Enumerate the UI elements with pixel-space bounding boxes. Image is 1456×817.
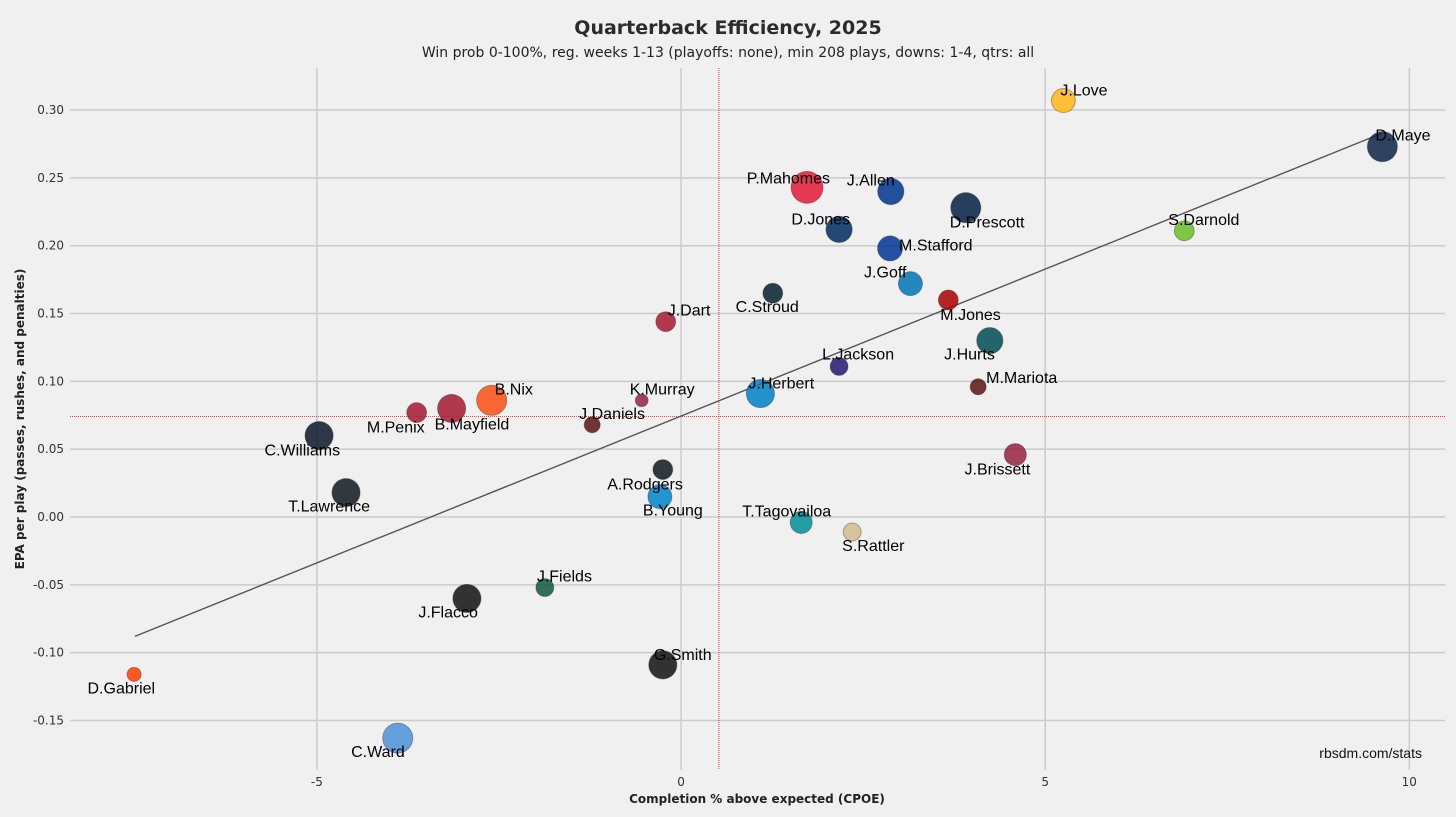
data-point (583, 416, 601, 434)
y-tick-label: 0.05 (37, 442, 64, 456)
data-point (652, 459, 674, 480)
point-label: B.Young (643, 503, 703, 520)
data-point (126, 666, 142, 682)
data-point (535, 578, 555, 598)
point-label: S.Darnold (1168, 212, 1239, 229)
x-tick-label: -5 (311, 775, 323, 789)
data-point (877, 235, 904, 262)
x-axis-ticks: -5 0 5 10 (311, 775, 1417, 789)
y-tick-label: 0.30 (37, 103, 64, 117)
x-axis-label: Completion % above expected (CPOE) (629, 792, 885, 806)
data-point (437, 393, 467, 424)
data-point (1003, 443, 1027, 467)
y-tick-label: 0.15 (37, 307, 64, 321)
point-label: J.Love (1060, 83, 1107, 100)
point-label: D.Prescott (950, 215, 1025, 232)
point-label: D.Jones (791, 211, 850, 228)
point-label: J.Allen (847, 172, 895, 189)
data-point (1366, 131, 1398, 163)
point-label: J.Dart (668, 303, 711, 320)
data-point (842, 522, 862, 542)
data-point (1173, 220, 1195, 242)
data-point (745, 378, 775, 409)
data-point (789, 510, 813, 534)
point-label: M.Stafford (899, 237, 973, 254)
data-point (647, 484, 673, 510)
y-tick-label: 0.25 (37, 171, 64, 185)
point-label: J.Goff (864, 265, 907, 282)
x-tick-label: 0 (677, 775, 685, 789)
data-point (897, 271, 923, 297)
data-point (634, 393, 649, 408)
x-tick-label: 10 (1402, 775, 1417, 789)
point-label: C.Stroud (736, 299, 799, 316)
y-tick-label: 0.00 (37, 510, 64, 524)
data-point (476, 384, 508, 416)
point-label: J.Flacco (418, 604, 478, 621)
chart-subtitle: Win prob 0-100%, reg. weeks 1-13 (playof… (422, 45, 1034, 61)
point-label: P.Mahomes (747, 170, 830, 187)
point-label: M.Penix (367, 420, 425, 437)
point-label: J.Hurts (944, 347, 995, 364)
data-point (950, 192, 982, 224)
data-point (829, 356, 849, 376)
point-label: T.Lawrence (288, 499, 370, 516)
data-point (406, 402, 428, 423)
point-label: D.Gabriel (88, 680, 156, 697)
point-label: S.Rattler (842, 538, 905, 555)
data-point (762, 282, 784, 304)
data-points (126, 88, 1398, 754)
data-point (937, 289, 959, 311)
data-point (331, 478, 361, 508)
point-label: M.Mariota (986, 370, 1057, 387)
point-label: L.Jackson (822, 346, 894, 363)
x-tick-label: 5 (1041, 775, 1049, 789)
point-label: D.Maye (1375, 128, 1430, 145)
data-point (976, 327, 1004, 355)
y-tick-label: 0.10 (37, 374, 64, 388)
data-point (648, 650, 678, 680)
data-point (452, 583, 482, 613)
y-tick-label: -0.10 (33, 646, 64, 660)
data-point (304, 421, 334, 451)
point-label: B.Mayfield (435, 416, 510, 433)
y-tick-label: -0.15 (33, 713, 64, 727)
point-labels: J.Love D.Maye P.Mahomes J.Allen D.Prescott D.… (88, 83, 1431, 762)
point-label: C.Williams (265, 443, 341, 460)
chart-title: Quarterback Efficiency, 2025 (574, 17, 881, 39)
data-point (655, 311, 677, 333)
point-label: M.Jones (940, 307, 1000, 324)
point-label: K.Murray (630, 381, 695, 398)
credit-text: rbsdm.com/stats (1319, 745, 1422, 761)
data-point (1050, 88, 1076, 114)
point-label: A.Rodgers (607, 477, 683, 494)
y-tick-label: 0.20 (37, 239, 64, 253)
point-label: J.Daniels (579, 406, 645, 423)
y-axis-ticks: -0.15 -0.10 -0.05 0.00 0.05 0.10 0.15 0.20 0.25 0… (33, 103, 64, 727)
data-point (877, 177, 905, 206)
point-label: J.Fields (537, 569, 592, 586)
data-point (382, 722, 414, 754)
point-label: C.Ward (351, 744, 405, 761)
point-label: B.Nix (495, 381, 533, 398)
data-point (825, 215, 853, 244)
point-label: J.Herbert (748, 376, 814, 393)
point-label: T.Tagovailoa (742, 503, 831, 520)
y-tick-label: -0.05 (33, 578, 64, 592)
point-label: J.Brissett (965, 462, 1031, 479)
data-point (790, 170, 824, 204)
y-axis-label: EPA per play (passes, rushes, and penalt… (13, 269, 27, 570)
data-point (969, 378, 987, 396)
point-label: G.Smith (654, 647, 712, 664)
